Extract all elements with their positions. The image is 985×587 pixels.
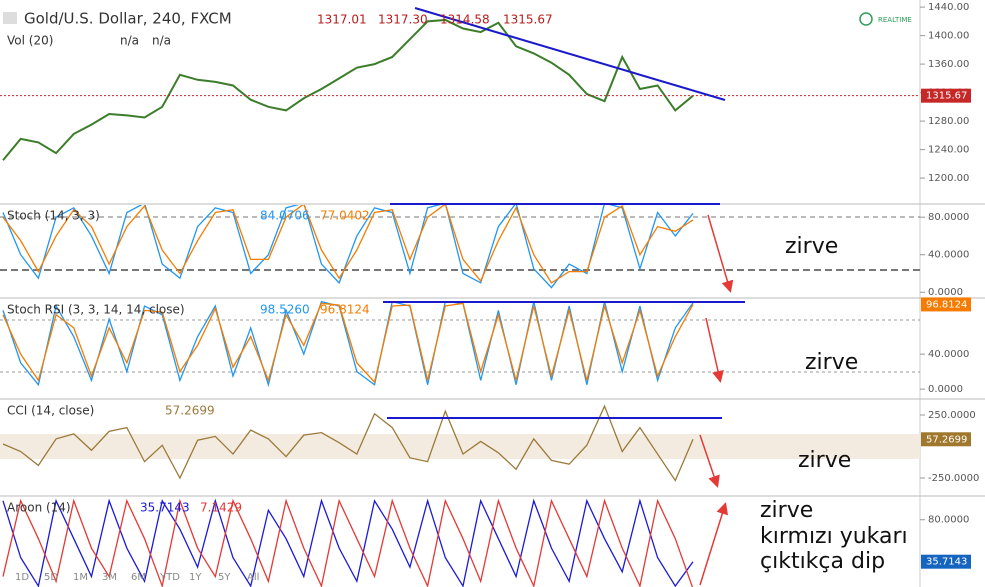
indicator-title: Aroon (14) (7, 501, 71, 515)
y-tick-label: 1240.00 (928, 145, 969, 156)
y-tick-label: 80.0000 (928, 212, 969, 223)
expand-icon[interactable] (3, 12, 17, 24)
annotation: çıktıkça dip (760, 549, 885, 574)
y-tick-label: 40.0000 (928, 250, 969, 261)
timeframe[interactable]: 3M (102, 572, 117, 583)
last-value: 57.2699 (926, 434, 967, 445)
symbol: Gold/U.S. Dollar, 240, FXCM (24, 10, 232, 28)
indicator-value: 57.2699 (165, 404, 215, 418)
pane (2, 205, 694, 289)
ohlc-value: 1315.67 (503, 13, 553, 27)
pane (2, 498, 694, 587)
last-value-box (921, 88, 971, 103)
pane (2, 18, 694, 161)
ohlc-value: 1317.30 (378, 13, 428, 27)
ohlc-value: 1317.01 (317, 13, 367, 27)
arrow (705, 317, 724, 383)
indicator-value: 84.0706 (260, 209, 310, 223)
annotation: zirve (785, 234, 838, 259)
ohlc-value: 1314.58 (440, 13, 490, 27)
series-line (2, 404, 694, 482)
y-tick-label: 0.0000 (928, 287, 963, 298)
volume-value: n/a (120, 34, 139, 48)
trend-line (414, 7, 726, 101)
y-tick-label: 1440.00 (928, 2, 969, 13)
timeframe[interactable]: All (247, 572, 259, 583)
series-line (2, 205, 694, 289)
indicator-value: 96.8124 (320, 303, 370, 317)
volume-value: n/a (152, 34, 171, 48)
indicator-title: Stoch (14, 3, 3) (7, 209, 100, 223)
series-line (2, 205, 694, 284)
indicator-value: 35.7143 (140, 501, 190, 515)
pane (2, 404, 694, 482)
annotation: zirve (760, 498, 813, 523)
y-tick-label: -250.0000 (928, 473, 979, 484)
pane (2, 300, 694, 388)
series-line (2, 18, 694, 161)
last-value: 96.8124 (926, 299, 967, 310)
indicator-value: 98.5260 (260, 303, 310, 317)
last-value: 1315.67 (926, 91, 967, 102)
last-value: 35.7143 (926, 557, 967, 568)
last-value-box (921, 297, 971, 312)
timeframe[interactable]: 5D (44, 572, 58, 583)
arrow (707, 214, 734, 293)
y-tick-label: 1400.00 (928, 31, 969, 42)
annotation: kırmızı yukarı (760, 524, 908, 549)
series-line (2, 498, 694, 587)
timeframe[interactable]: YTD (159, 572, 180, 583)
series-line (2, 302, 694, 384)
indicator-title: Stoch RSI (3, 3, 14, 14, close) (7, 303, 185, 317)
timeframe[interactable]: 6M (131, 572, 146, 583)
indicator-value: 7.1429 (200, 501, 242, 515)
y-tick-label: 0.0000 (928, 384, 963, 395)
realtime-icon (859, 12, 873, 26)
timeframe[interactable]: 1D (15, 572, 29, 583)
series-line (2, 498, 694, 587)
y-tick-label: 1200.00 (928, 173, 969, 184)
annotation: zirve (798, 448, 851, 473)
arrow (699, 434, 720, 488)
timeframe[interactable]: 5Y (218, 572, 231, 583)
realtime: REALTIME (878, 16, 912, 24)
y-tick-label: 1360.00 (928, 59, 969, 70)
indicator-title: CCI (14, close) (7, 404, 94, 418)
indicator-value: 77.0402 (320, 209, 370, 223)
timeframe[interactable]: 1M (73, 572, 88, 583)
y-tick-label: 250.0000 (928, 410, 976, 421)
last-value-box (921, 554, 971, 569)
y-tick-label: 40.0000 (928, 349, 969, 360)
arrow (699, 502, 729, 586)
timeframe[interactable]: 1Y (189, 572, 202, 583)
last-value-box (921, 432, 971, 447)
y-tick-label: 1280.00 (928, 116, 969, 127)
annotation: zirve (805, 350, 858, 375)
volume-label: Vol (20) (7, 34, 53, 48)
y-tick-label: 80.0000 (928, 515, 969, 526)
